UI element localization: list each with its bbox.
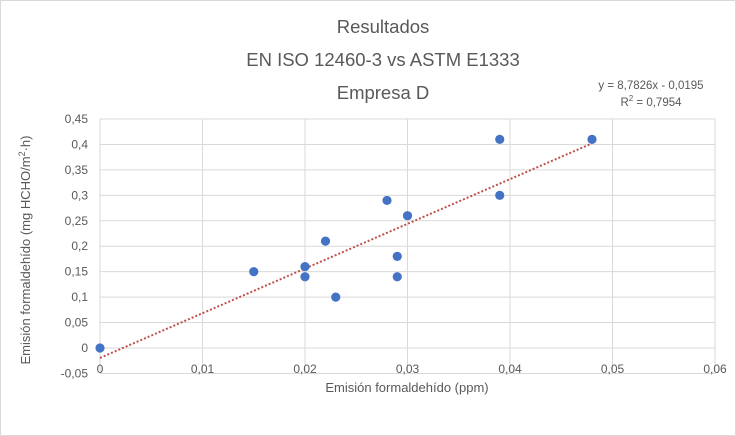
x-tick-label: 0,03 xyxy=(396,362,420,376)
data-point xyxy=(392,272,402,282)
y-tick-label: 0,1 xyxy=(71,290,88,304)
y-tick-label: -0,05 xyxy=(61,366,89,380)
x-tick-label: 0,02 xyxy=(293,362,317,376)
y-axis-title-main: Emisión formaldehído (mg HCHO/m xyxy=(18,156,33,364)
x-axis-title: Emisión formaldehído (ppm) xyxy=(325,380,488,395)
y-tick-label: 0,3 xyxy=(71,188,88,202)
y-tick-label: 0,4 xyxy=(71,137,88,151)
x-tick-label: 0,01 xyxy=(191,362,215,376)
y-axis-title-superscript: 2 xyxy=(17,151,27,156)
y-tick-label: 0,05 xyxy=(65,316,89,330)
y-tick-label: 0,45 xyxy=(65,112,89,126)
trendline-r2-text: R2 = 0,7954 xyxy=(620,94,682,109)
y-axis-ticks: -0,05 0 0,05 0,1 0,15 0,2 0,25 0,3 0,35 0,4 0,45 xyxy=(61,112,89,380)
gridlines xyxy=(99,118,716,374)
chart-title-line-1: Resultados xyxy=(337,16,430,37)
r2-superscript: 2 xyxy=(629,94,634,103)
data-point xyxy=(402,211,413,221)
y-tick-label: 0 xyxy=(81,341,88,355)
chart-title-line-3: Empresa D xyxy=(337,82,430,103)
data-point xyxy=(392,251,402,261)
data-point xyxy=(95,343,105,353)
data-point xyxy=(331,292,341,302)
x-tick-label: 0,06 xyxy=(703,362,727,376)
trendline-equation-text: y = 8,7826x - 0,0195 xyxy=(598,80,703,92)
data-point xyxy=(249,267,259,277)
trendline-layer xyxy=(99,142,593,359)
data-point xyxy=(300,272,310,282)
data-point xyxy=(495,134,505,144)
trendline-equation: y = 8,7826x - 0,0195 R2 = 0,7954 xyxy=(598,80,703,109)
y-axis-title: Emisión formaldehído (mg HCHO/m2·h) xyxy=(17,136,33,365)
r2-value: = 0,7954 xyxy=(633,97,682,109)
y-tick-label: 0,2 xyxy=(71,239,88,253)
y-tick-label: 0,25 xyxy=(65,214,89,228)
data-point xyxy=(300,261,310,272)
y-axis-title-end: ·h) xyxy=(18,136,33,152)
chart-title: Resultados EN ISO 12460-3 vs ASTM E1333 … xyxy=(246,16,520,103)
data-points xyxy=(95,134,597,353)
y-tick-label: 0,15 xyxy=(65,265,89,279)
data-point xyxy=(382,195,392,206)
chart-title-line-2: EN ISO 12460-3 vs ASTM E1333 xyxy=(246,49,520,70)
x-tick-label: 0,04 xyxy=(498,362,522,376)
r2-symbol: R xyxy=(620,97,628,109)
data-point xyxy=(320,236,331,246)
data-point xyxy=(495,190,505,200)
x-axis-ticks: 0 0,01 0,02 0,03 0,04 0,05 0,06 xyxy=(97,362,727,376)
data-point xyxy=(587,134,597,144)
x-tick-label: 0 xyxy=(97,362,104,376)
y-tick-label: 0,35 xyxy=(65,163,89,177)
linear-trendline xyxy=(99,142,593,359)
x-tick-label: 0,05 xyxy=(601,362,625,376)
